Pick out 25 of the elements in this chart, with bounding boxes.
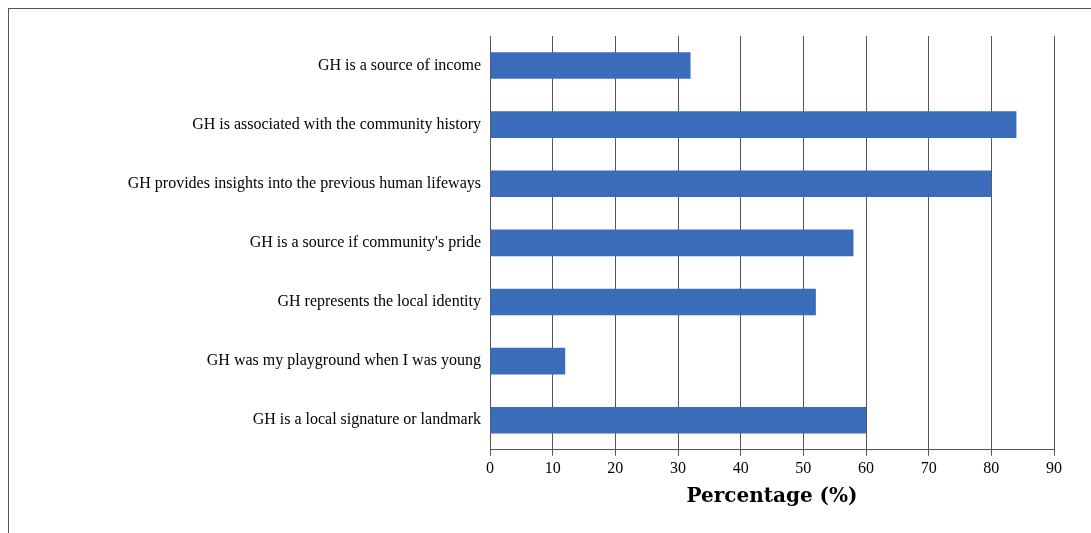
bar — [490, 170, 992, 198]
bar — [490, 347, 566, 375]
bar — [490, 288, 816, 316]
bar — [490, 111, 1017, 138]
y-tick-label: GH is a source of income — [317, 55, 481, 73]
x-axis-title: Percentage (%) — [686, 483, 858, 508]
bar — [490, 229, 854, 257]
y-tick-label: GH was my playground when I was young — [206, 351, 481, 370]
x-tick-label: 90 — [1046, 458, 1062, 476]
x-tick-label: 20 — [607, 458, 624, 476]
x-tick-label: 70 — [920, 458, 937, 476]
x-tick-label: 60 — [858, 458, 874, 476]
y-tick-label: GH is a local signature or landmark — [252, 410, 481, 429]
x-tick-label: 0 — [486, 458, 494, 476]
x-tick-label: 50 — [795, 458, 812, 476]
x-tick-label: 40 — [732, 458, 749, 476]
x-tick-label: 80 — [983, 458, 1000, 476]
y-tick-label: GH represents the local identity — [277, 292, 481, 311]
bar — [490, 52, 691, 79]
y-tick-label: GH is a source if community's pride — [249, 233, 481, 252]
x-tick-label: 10 — [544, 458, 561, 476]
x-tick-label: 30 — [670, 458, 686, 476]
y-tick-label: GH is associated with the community history — [192, 114, 481, 133]
y-tick-label: GH provides insights into the previous human lifeways — [127, 173, 481, 192]
bar — [490, 406, 866, 434]
